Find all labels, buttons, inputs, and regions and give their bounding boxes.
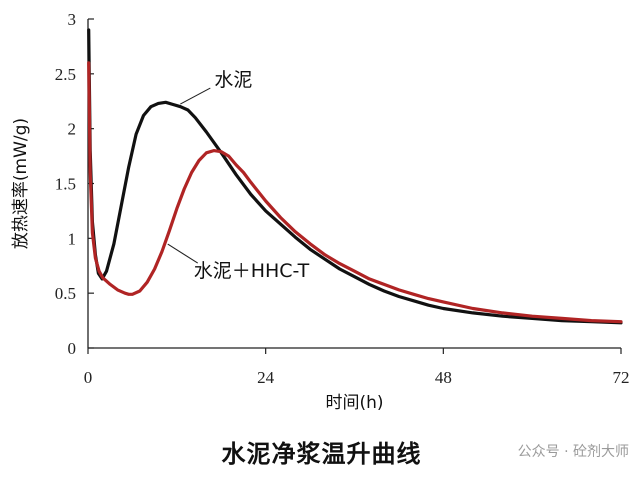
- y-tick-label: 1.5: [55, 175, 76, 194]
- x-tick-label: 24: [257, 368, 275, 387]
- x-tick-label: 72: [613, 368, 630, 387]
- x-ticks: 0 24 48 72: [84, 348, 630, 387]
- x-axis-label: 时间(h): [325, 393, 383, 413]
- annotation-label: 水泥＋HHC-T: [194, 260, 310, 282]
- chart-caption: 水泥净浆温升曲线: [221, 440, 422, 468]
- y-tick-label: 0.5: [55, 284, 76, 303]
- y-tick-label: 2.5: [55, 65, 76, 84]
- series-lines: [87, 28, 623, 325]
- chart-axes: [87, 19, 621, 349]
- y-tick-label: 1: [68, 229, 77, 248]
- annotation-label: 水泥: [214, 69, 252, 91]
- y-tick-label: 3: [68, 10, 77, 29]
- x-tick-label: 48: [435, 368, 452, 387]
- y-tick-label: 0: [68, 339, 77, 358]
- x-tick-label: 0: [84, 368, 93, 387]
- annotation-leader: [167, 243, 199, 264]
- y-tick-label: 2: [68, 120, 77, 139]
- watermark-text: 公众号 · 砼剂大师: [517, 444, 629, 460]
- series-line-0: [87, 28, 623, 325]
- series-line-1: [87, 61, 623, 324]
- y-axis-label: 放热速率(mW/g): [11, 118, 31, 249]
- annotation-leader: [180, 87, 211, 105]
- y-ticks: 0 0.5 1 1.5 2 2.5 3: [55, 10, 94, 358]
